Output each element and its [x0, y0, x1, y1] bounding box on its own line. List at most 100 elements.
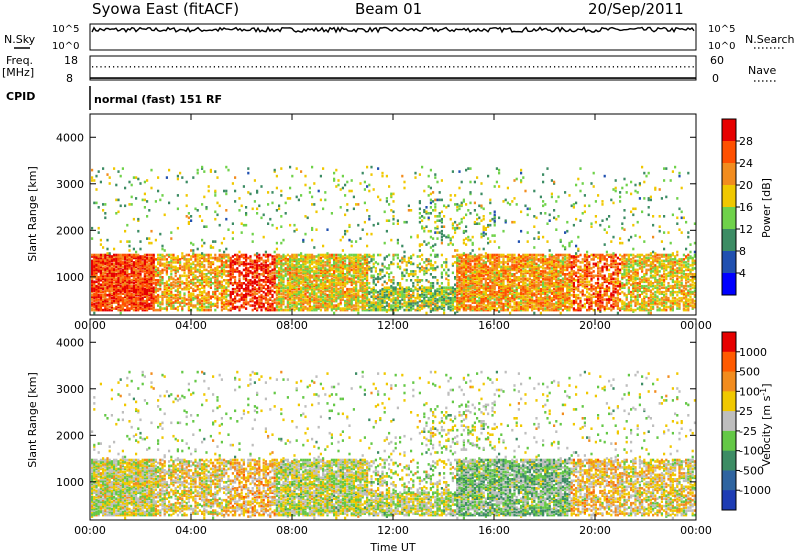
noise-trace [91, 25, 695, 34]
data-cell [377, 308, 380, 312]
data-cell [154, 301, 157, 304]
data-cell [416, 235, 419, 239]
data-cell [238, 261, 241, 264]
data-cell [264, 270, 267, 273]
data-cell [99, 304, 102, 307]
data-cell [124, 273, 127, 276]
data-cell [113, 289, 116, 292]
data-cell [227, 255, 230, 258]
data-cell [260, 273, 263, 276]
data-cell [258, 256, 261, 260]
data-cell [260, 265, 263, 269]
data-cell [236, 270, 239, 273]
data-cell [117, 302, 120, 306]
data-cell [390, 271, 393, 275]
data-cell [341, 295, 344, 298]
data-cell [99, 299, 102, 303]
data-cell [366, 262, 369, 266]
data-cell [157, 299, 160, 303]
data-cell [315, 307, 318, 310]
data-cell [372, 305, 375, 309]
data-cell [427, 301, 430, 304]
data-cell [467, 262, 470, 266]
data-cell [324, 293, 327, 297]
data-cell [132, 267, 135, 270]
data-cell [427, 289, 430, 292]
data-cell [372, 307, 375, 310]
data-cell [108, 284, 111, 288]
data-cell [132, 305, 135, 309]
data-cell [394, 287, 397, 291]
data-cell [423, 240, 426, 243]
data-cell [421, 301, 424, 304]
data-cell [159, 273, 162, 276]
data-cell [130, 302, 133, 306]
data-cell [306, 270, 309, 273]
data-cell [157, 176, 160, 179]
data-cell [102, 280, 105, 284]
data-cell [253, 290, 256, 294]
data-cell [429, 304, 432, 307]
data-cell [350, 305, 353, 309]
data-cell [352, 280, 355, 284]
data-cell [429, 284, 432, 288]
data-cell [315, 228, 318, 231]
data-cell [99, 287, 102, 291]
data-cell [95, 292, 98, 295]
data-cell [275, 302, 278, 306]
data-cell [91, 293, 94, 297]
data-cell [139, 290, 142, 294]
data-cell [223, 289, 226, 292]
data-cell [370, 290, 373, 294]
data-cell [258, 280, 261, 284]
data-cell [93, 282, 96, 285]
data-cell [372, 304, 375, 307]
data-cell [434, 295, 437, 298]
data-cell [174, 284, 177, 288]
data-cell [350, 253, 353, 257]
data-cell [359, 276, 362, 279]
data-cell [412, 299, 415, 303]
data-cell [476, 305, 479, 309]
data-cell [185, 258, 188, 261]
data-cell [198, 301, 201, 304]
data-cell [355, 255, 358, 258]
data-cell [322, 305, 325, 309]
data-cell [273, 170, 276, 173]
data-cell [407, 308, 410, 312]
data-cell [198, 293, 201, 297]
data-cell [465, 253, 468, 257]
data-cell [460, 203, 463, 206]
data-cell [115, 279, 118, 282]
data-cell [326, 280, 329, 284]
data-cell [99, 258, 102, 261]
data-cell [102, 286, 105, 289]
data-cell [209, 295, 212, 298]
data-cell [284, 212, 287, 215]
data-cell [280, 241, 283, 245]
data-cell [425, 267, 428, 270]
data-cell [280, 283, 283, 287]
data-cell [95, 290, 98, 294]
data-cell [473, 298, 476, 301]
data-cell [108, 273, 111, 276]
data-cell [306, 253, 309, 257]
data-cell [143, 256, 146, 260]
data-cell [168, 293, 171, 297]
data-cell [93, 293, 96, 297]
data-cell [187, 290, 190, 294]
data-cell [438, 198, 441, 202]
data-cell [306, 255, 309, 258]
data-cell [462, 198, 465, 202]
data-cell [308, 295, 311, 298]
data-cell [231, 287, 234, 291]
data-cell [471, 284, 474, 288]
data-cell [319, 198, 322, 202]
data-cell [176, 280, 179, 284]
data-cell [148, 305, 151, 309]
data-cell [115, 293, 118, 297]
data-cell [119, 279, 122, 282]
data-cell [315, 305, 318, 309]
data-cell [238, 280, 241, 284]
data-cell [462, 262, 465, 266]
